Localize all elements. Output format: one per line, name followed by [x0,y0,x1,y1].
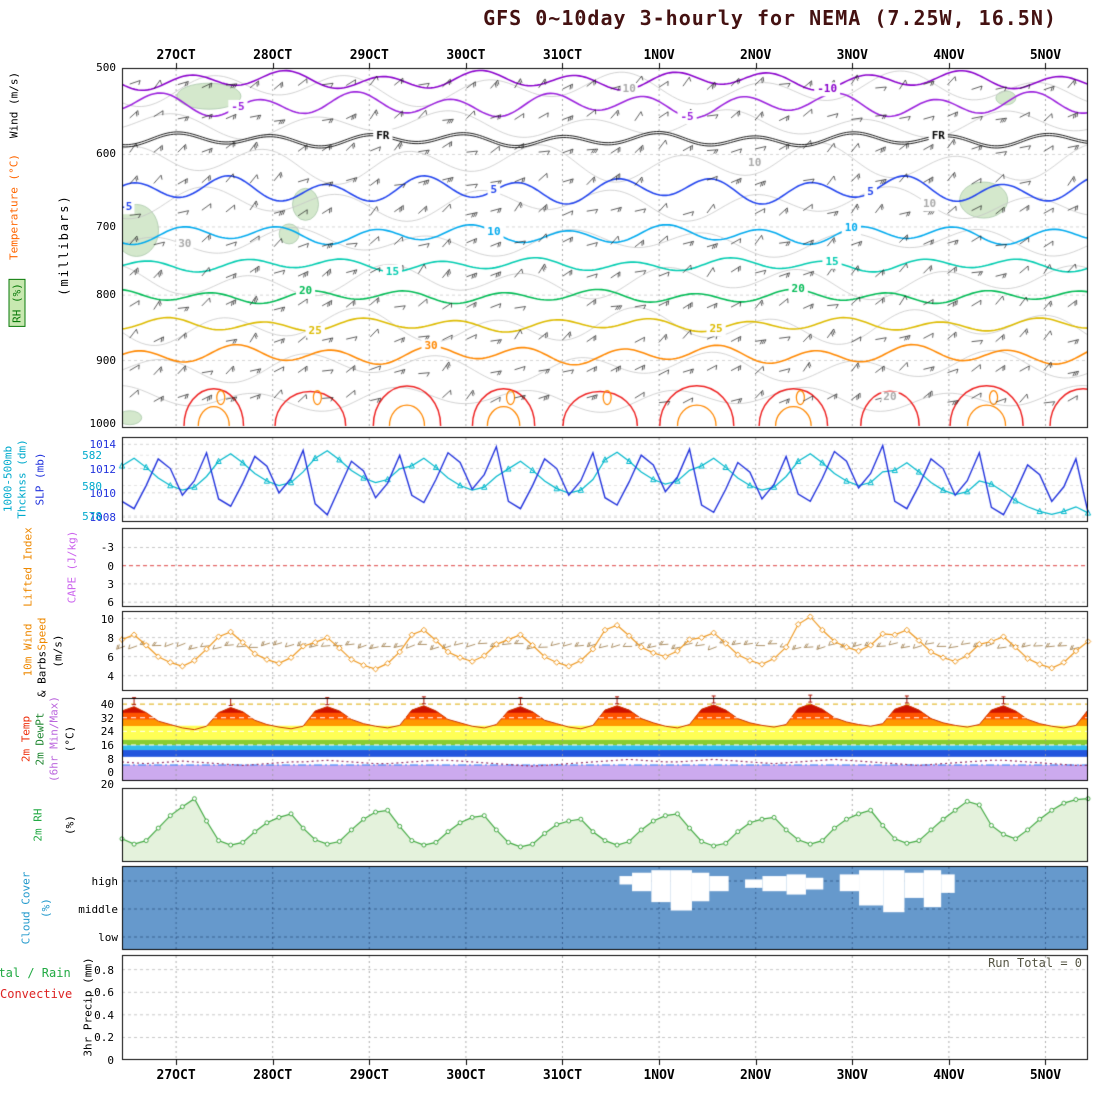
label-wind-units: (m/s) [51,634,65,668]
run-total-label: Run Total = 0 [988,956,1082,970]
label-3hr-precip: 3hr Precip (mm) [81,957,95,1057]
label-cloud-units: (%) [39,898,53,918]
label-convective: Convective [0,987,73,1001]
label-millibars: (millibars) [57,194,71,296]
label-slp: SLP (mb) [33,452,47,506]
label-wind-speed: Speed [35,617,49,651]
label-2m-rh: 2m RH [31,808,45,842]
label-lifted-index: Lifted Index [21,527,35,607]
label-minmax: (6hr Min/Max) [47,695,61,783]
label-temperature: Temperature (°C) [7,154,21,260]
label-and-barbs: & Barbs [35,650,49,698]
label-2m-temp: 2m Temp [19,715,33,763]
label-10m-wind: 10m Wind [21,623,35,677]
label-thickness: Thcknss (dm) [15,439,29,519]
chart-title: GFS 0~10day 3-hourly for NEMA (7.25W, 16… [483,6,1057,30]
label-wind: Wind (m/s) [7,71,21,139]
label-cape: CAPE (J/kg) [65,530,79,604]
label-thickness-range: 1000-500mb [1,445,15,513]
label-rh-units: (%) [63,815,77,835]
label-rh: RH (%) [8,279,26,327]
label-2m-dewpt: 2m DewPt [33,712,47,766]
label-degc: (°C) [63,725,77,753]
label-cloud-cover: Cloud Cover [19,871,33,945]
label-total-rain: Total / Rain [0,966,71,980]
